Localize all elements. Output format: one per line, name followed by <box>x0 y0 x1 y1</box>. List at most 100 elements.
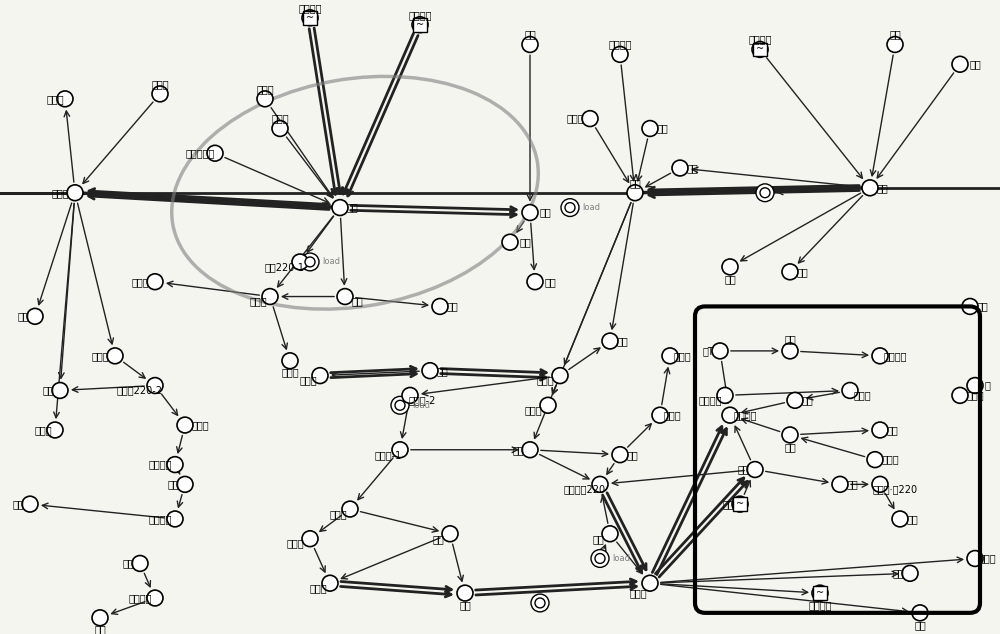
Circle shape <box>52 382 68 398</box>
Circle shape <box>552 368 568 384</box>
Circle shape <box>22 496 38 512</box>
Text: 富峰: 富峰 <box>976 301 988 311</box>
Circle shape <box>92 610 108 626</box>
Text: 神华电厂: 神华电厂 <box>748 34 772 44</box>
Text: 龙溪220-1: 龙溪220-1 <box>265 262 305 272</box>
Circle shape <box>747 462 763 477</box>
Circle shape <box>717 387 733 403</box>
Text: 龙析: 龙析 <box>801 396 813 405</box>
Circle shape <box>862 180 878 196</box>
Circle shape <box>812 585 828 601</box>
Text: 南客: 南客 <box>886 425 898 435</box>
Text: 龙兴北: 龙兴北 <box>536 375 554 385</box>
Circle shape <box>842 382 858 398</box>
Circle shape <box>902 566 918 581</box>
FancyBboxPatch shape <box>753 42 767 56</box>
Circle shape <box>756 184 774 202</box>
Text: 新农: 新农 <box>524 30 536 39</box>
Circle shape <box>522 37 538 53</box>
Text: 思源: 思源 <box>346 203 358 212</box>
Text: 龙腮: 龙腮 <box>17 311 29 321</box>
Text: 梨树湾: 梨树湾 <box>34 425 52 435</box>
Circle shape <box>642 120 658 136</box>
Text: 鸡冠石: 鸡冠石 <box>329 509 347 519</box>
Circle shape <box>322 575 338 591</box>
Circle shape <box>67 185 83 200</box>
Circle shape <box>967 378 983 394</box>
Circle shape <box>612 447 628 463</box>
Text: 酉阳: 酉阳 <box>914 619 926 630</box>
Text: 甜拌: 甜拌 <box>512 445 524 455</box>
Text: 礼嘉: 礼嘉 <box>351 297 363 306</box>
Text: 云阳: 云阳 <box>969 59 981 69</box>
Text: ~: ~ <box>306 13 314 23</box>
Circle shape <box>422 363 438 378</box>
Circle shape <box>301 253 319 271</box>
Text: 花红: 花红 <box>432 534 444 544</box>
Text: 石柱电厂: 石柱电厂 <box>883 351 907 361</box>
Circle shape <box>522 442 538 458</box>
Text: 双桂: 双桂 <box>796 267 808 277</box>
Text: 大溪沟-2: 大溪沟-2 <box>408 396 436 405</box>
Text: 万盛: 万盛 <box>876 183 888 193</box>
Text: 大竹林220-2: 大竹林220-2 <box>117 385 163 396</box>
Circle shape <box>531 594 549 612</box>
Text: 大学城: 大学城 <box>46 94 64 104</box>
Text: 天柔: 天柔 <box>94 624 106 634</box>
Circle shape <box>867 452 883 467</box>
Circle shape <box>107 348 123 364</box>
Text: 夏里: 夏里 <box>626 450 638 460</box>
Circle shape <box>760 188 770 198</box>
Text: 巴山: 巴山 <box>167 479 179 489</box>
Text: 嬴九路: 嬴九路 <box>191 420 209 430</box>
Circle shape <box>872 348 888 364</box>
FancyBboxPatch shape <box>813 586 827 600</box>
Circle shape <box>782 427 798 443</box>
Circle shape <box>167 511 183 527</box>
Text: 大竹林: 大竹林 <box>91 351 109 361</box>
Circle shape <box>732 496 748 512</box>
Circle shape <box>457 585 473 601</box>
Circle shape <box>167 456 183 472</box>
FancyBboxPatch shape <box>733 497 747 511</box>
Text: load: load <box>582 203 600 212</box>
Text: 黔江: 黔江 <box>892 568 904 578</box>
Circle shape <box>722 407 738 423</box>
Circle shape <box>962 299 978 314</box>
Circle shape <box>147 590 163 606</box>
Text: 配水电厂: 配水电厂 <box>808 600 832 610</box>
FancyBboxPatch shape <box>303 11 317 25</box>
Circle shape <box>27 308 43 324</box>
Circle shape <box>712 343 728 359</box>
Text: 陈家桥二站: 陈家桥二站 <box>185 148 215 158</box>
Circle shape <box>527 274 543 290</box>
Text: 张家坝: 张家坝 <box>629 588 647 598</box>
Text: 松粒电厂: 松粒电厂 <box>128 593 152 603</box>
Text: 长寿: 长寿 <box>629 178 641 188</box>
Text: 陈家桥: 陈家桥 <box>51 188 69 198</box>
Circle shape <box>312 368 328 384</box>
Text: 沙多牵: 沙多牵 <box>966 391 984 401</box>
Circle shape <box>887 37 903 53</box>
Circle shape <box>782 264 798 280</box>
Text: 盐T: 盐T <box>702 346 714 356</box>
Circle shape <box>442 526 458 541</box>
Text: 东华: 东华 <box>889 30 901 39</box>
Circle shape <box>752 41 768 57</box>
Circle shape <box>612 46 628 62</box>
Circle shape <box>912 605 928 621</box>
Text: 台寿: 台寿 <box>737 465 749 474</box>
Text: 半都牵: 半都牵 <box>853 391 871 401</box>
Text: 石马: 石马 <box>784 334 796 344</box>
Text: 环山: 环山 <box>436 366 448 376</box>
Circle shape <box>832 476 848 492</box>
Text: 主屋坡: 主屋坡 <box>256 84 274 94</box>
Text: ~: ~ <box>816 588 824 598</box>
Text: 顺城街: 顺城街 <box>286 539 304 548</box>
Circle shape <box>967 550 983 566</box>
Circle shape <box>282 353 298 369</box>
Circle shape <box>540 398 556 413</box>
Circle shape <box>152 86 168 102</box>
Text: ~: ~ <box>756 44 764 55</box>
Circle shape <box>782 343 798 359</box>
